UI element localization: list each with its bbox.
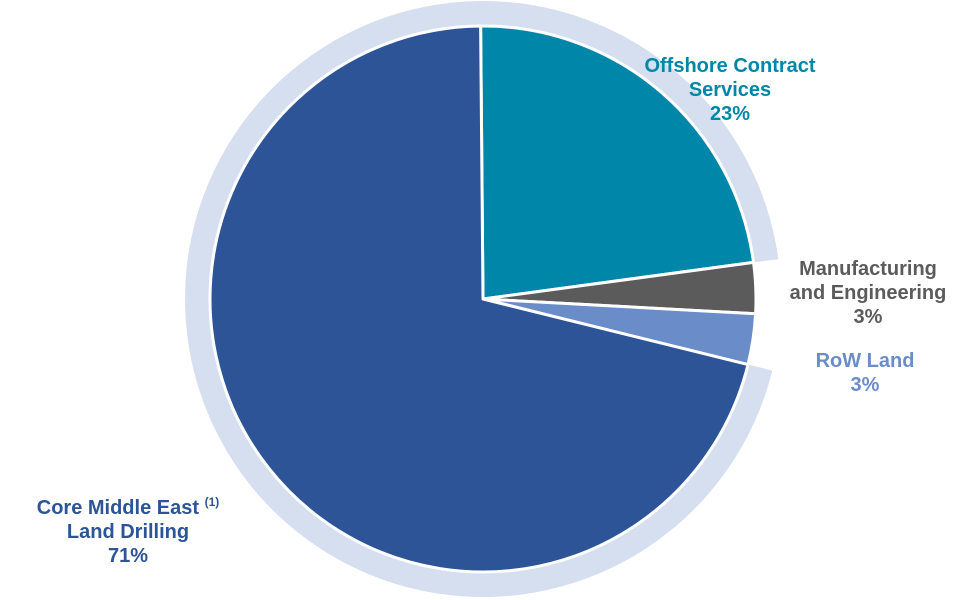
slice-label-manufacturing: Manufacturing and Engineering 3% <box>790 257 947 329</box>
slice-label-manufacturing-line-2: and Engineering <box>790 281 947 305</box>
slice-label-core-line-1: Core Middle East (1) <box>37 496 220 520</box>
slice-value-manufacturing: 3% <box>790 305 947 329</box>
slice-label-offshore-line-2: Services <box>644 78 815 102</box>
slice-value-offshore: 23% <box>644 102 815 126</box>
slice-label-offshore-line-1: Offshore Contract <box>644 54 815 78</box>
slice-label-core-middle-east: Core Middle East (1) Land Drilling 71% <box>37 496 220 568</box>
slice-label-manufacturing-line-1: Manufacturing <box>790 257 947 281</box>
slice-value-core-middle-east: 71% <box>37 544 220 568</box>
slice-label-core-line-1-text: Core Middle East <box>37 497 199 519</box>
slice-label-core-line-2: Land Drilling <box>37 520 220 544</box>
footnote-marker: (1) <box>205 495 220 509</box>
slice-value-row-land: 3% <box>816 373 915 397</box>
slice-label-offshore: Offshore Contract Services 23% <box>644 54 815 126</box>
slice-label-row-land-line-1: RoW Land <box>816 349 915 373</box>
slice-label-row-land: RoW Land 3% <box>816 349 915 397</box>
